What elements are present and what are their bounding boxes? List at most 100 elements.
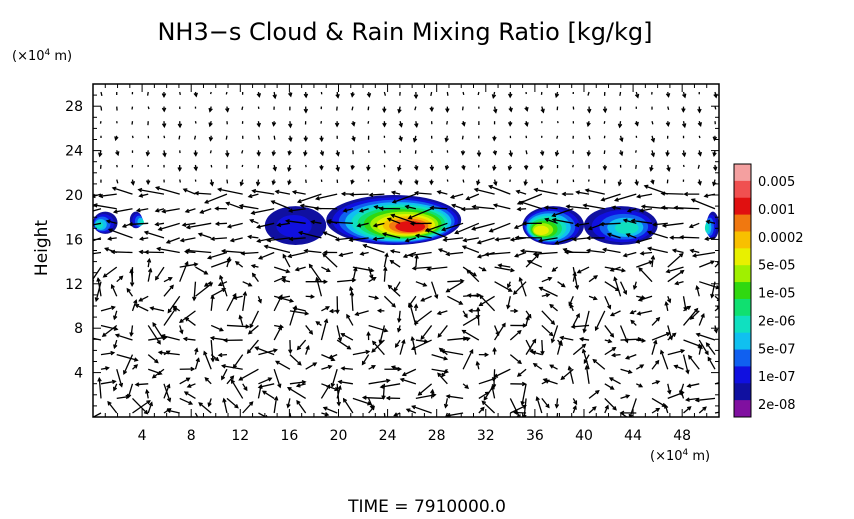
wind-vector: [378, 206, 401, 211]
wind-vector: [462, 383, 470, 389]
wind-vector: [414, 106, 417, 111]
wind-vector: [210, 294, 215, 311]
wind-vector: [145, 179, 151, 186]
wind-vector: [281, 278, 291, 283]
wind-vector: [204, 376, 212, 385]
colorbar-swatch: [734, 349, 751, 367]
wind-vector: [303, 150, 308, 157]
wind-vector: [550, 325, 559, 344]
wind-vector: [154, 208, 165, 213]
wind-vector: [342, 397, 354, 414]
wind-vector: [689, 248, 700, 254]
wind-vector: [471, 204, 495, 210]
wind-vector: [378, 325, 386, 345]
wind-vector: [407, 208, 432, 220]
wind-vector: [508, 106, 513, 113]
wind-vector: [275, 360, 291, 370]
wind-vector: [441, 222, 464, 232]
wind-vector: [161, 208, 180, 214]
wind-vector: [651, 407, 661, 414]
wind-vector: [257, 383, 263, 399]
wind-vector: [305, 345, 310, 355]
wind-vector: [509, 179, 511, 183]
wind-vector: [162, 150, 167, 158]
wind-vector: [296, 399, 307, 414]
wind-vector: [208, 135, 214, 142]
wind-vector: [288, 135, 293, 143]
wind-vector: [554, 91, 560, 99]
wind-vector: [585, 235, 605, 241]
wind-vector: [198, 402, 212, 414]
wind-vector: [667, 349, 686, 356]
wind-vector: [473, 187, 495, 195]
wind-vector: [461, 106, 464, 111]
wind-vector: [697, 179, 702, 186]
wind-vector: [112, 383, 118, 392]
wind-vector: [367, 121, 370, 124]
wind-vector: [193, 150, 198, 157]
wind-vector: [116, 179, 119, 184]
wind-vector: [116, 275, 124, 283]
y-tick-label: 20: [65, 188, 83, 204]
wind-vector: [358, 208, 369, 213]
colorbar-label: 5e-05: [758, 259, 796, 274]
wind-vector: [447, 295, 464, 305]
wind-vector: [287, 164, 292, 173]
wind-vector: [322, 250, 338, 255]
wind-vector: [321, 364, 333, 370]
wind-vector: [651, 332, 671, 341]
wind-vector: [226, 256, 232, 268]
wind-vector: [699, 281, 719, 290]
wind-vector: [193, 135, 197, 140]
wind-vector: [663, 403, 669, 414]
wind-vector: [182, 336, 196, 342]
wind-vector: [671, 248, 684, 254]
wind-vector: [508, 91, 513, 99]
wind-vector: [335, 164, 340, 172]
wind-vector: [321, 266, 331, 273]
wind-vector: [146, 91, 149, 96]
wind-vector: [334, 121, 340, 128]
wind-vector: [239, 179, 244, 187]
wind-vector: [634, 120, 639, 127]
colorbar-swatch: [734, 265, 751, 283]
wind-vector: [107, 400, 118, 414]
wind-vector: [586, 121, 591, 128]
wind-vector: [461, 329, 480, 341]
wind-vector: [429, 205, 448, 211]
wind-vector: [273, 294, 283, 312]
wind-vector: [688, 222, 700, 229]
wind-vector: [349, 192, 369, 197]
wind-vector: [194, 347, 199, 355]
wind-vector: [179, 397, 194, 405]
wind-vector: [314, 206, 338, 211]
wind-vector: [572, 271, 577, 282]
wind-vector: [606, 232, 621, 239]
wind-vector: [679, 389, 685, 399]
wind-vector: [628, 398, 637, 417]
wind-vector: [526, 259, 543, 268]
wind-vector: [100, 305, 116, 312]
wind-vector: [226, 179, 229, 184]
wind-vector: [146, 257, 152, 268]
wind-vector: [337, 379, 354, 385]
wind-vector: [565, 204, 590, 210]
colorbar-swatch: [734, 248, 751, 266]
wind-vector: [646, 246, 668, 254]
wind-vector: [96, 277, 102, 297]
wind-vector: [379, 383, 401, 389]
wind-vector: [225, 135, 228, 140]
colorbar-swatch: [734, 315, 751, 334]
wind-vector: [683, 406, 692, 414]
wind-vector: [431, 354, 449, 361]
wind-vector: [695, 332, 716, 341]
y-tick-label: 12: [65, 277, 83, 293]
wind-vector: [683, 339, 703, 348]
wind-vector: [478, 377, 497, 385]
wind-vector: [665, 266, 684, 274]
wind-vector: [512, 281, 527, 295]
wind-vector: [100, 106, 103, 111]
wind-vector: [630, 319, 637, 326]
wind-vector: [225, 91, 228, 95]
wind-vector: [533, 187, 558, 195]
